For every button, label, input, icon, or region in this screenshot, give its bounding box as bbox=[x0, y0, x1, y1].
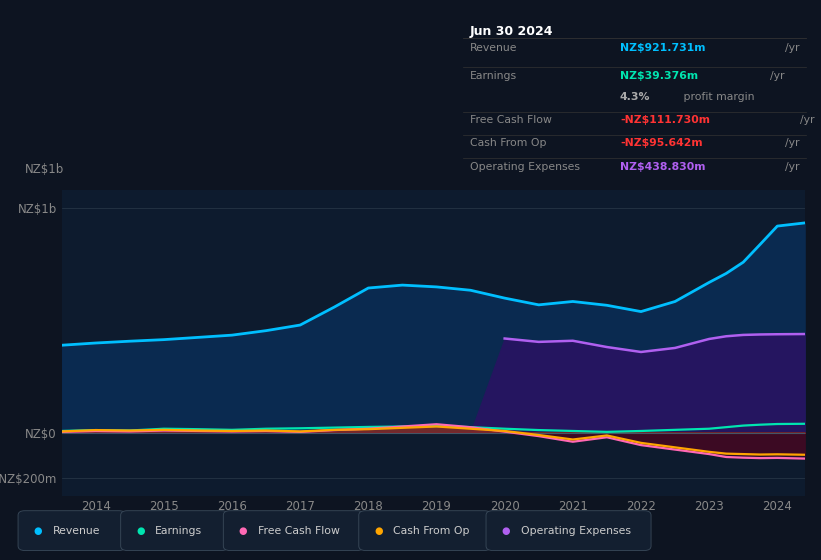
Text: profit margin: profit margin bbox=[680, 92, 754, 102]
Text: Cash From Op: Cash From Op bbox=[393, 526, 470, 535]
Text: Free Cash Flow: Free Cash Flow bbox=[470, 115, 552, 125]
Text: NZ$438.830m: NZ$438.830m bbox=[620, 161, 705, 171]
Text: ●: ● bbox=[502, 526, 510, 535]
Text: Jun 30 2024: Jun 30 2024 bbox=[470, 25, 553, 38]
Text: ●: ● bbox=[136, 526, 144, 535]
Text: ●: ● bbox=[239, 526, 247, 535]
Text: /yr: /yr bbox=[800, 115, 814, 125]
Text: ●: ● bbox=[34, 526, 42, 535]
Text: Revenue: Revenue bbox=[53, 526, 100, 535]
Text: /yr: /yr bbox=[770, 71, 784, 81]
Text: Free Cash Flow: Free Cash Flow bbox=[258, 526, 340, 535]
Text: Operating Expenses: Operating Expenses bbox=[470, 161, 580, 171]
Text: Revenue: Revenue bbox=[470, 43, 517, 53]
Text: Operating Expenses: Operating Expenses bbox=[521, 526, 631, 535]
Text: NZ$1b: NZ$1b bbox=[25, 164, 64, 176]
Text: -NZ$95.642m: -NZ$95.642m bbox=[620, 138, 703, 148]
Text: ●: ● bbox=[374, 526, 383, 535]
Text: Earnings: Earnings bbox=[155, 526, 202, 535]
Text: Cash From Op: Cash From Op bbox=[470, 138, 547, 148]
Text: NZ$39.376m: NZ$39.376m bbox=[620, 71, 698, 81]
Text: -NZ$111.730m: -NZ$111.730m bbox=[620, 115, 710, 125]
Text: 4.3%: 4.3% bbox=[620, 92, 650, 102]
Text: NZ$921.731m: NZ$921.731m bbox=[620, 43, 705, 53]
Text: /yr: /yr bbox=[785, 161, 800, 171]
Text: Earnings: Earnings bbox=[470, 71, 517, 81]
Text: /yr: /yr bbox=[785, 43, 800, 53]
Text: /yr: /yr bbox=[785, 138, 800, 148]
